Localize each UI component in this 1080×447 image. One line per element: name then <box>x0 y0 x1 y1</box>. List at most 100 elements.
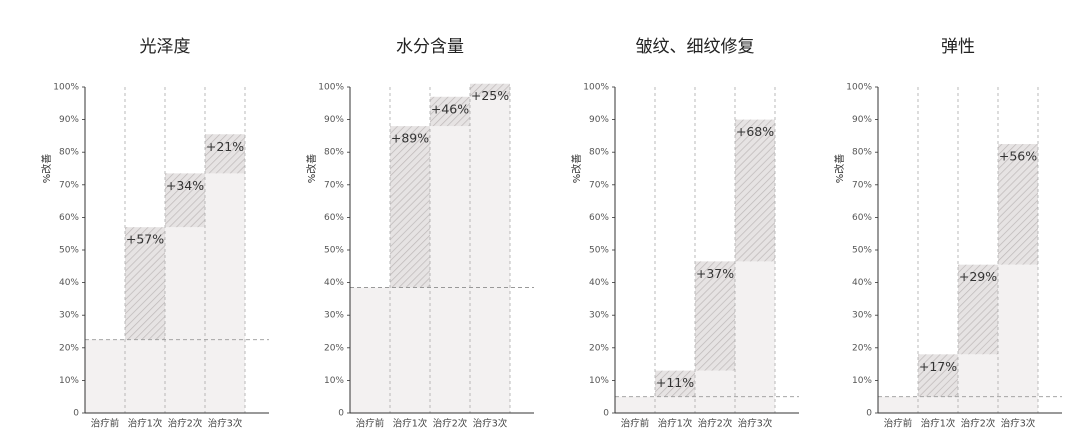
bar-base <box>878 396 918 413</box>
y-tick-label: 50% <box>324 246 344 256</box>
x-tick-label: 治疗2次 <box>433 418 468 430</box>
y-tick-label: 70% <box>59 180 79 190</box>
x-tick-label: 治疗2次 <box>168 418 203 430</box>
y-tick-label: 40% <box>589 278 609 288</box>
y-tick-label: 100% <box>846 83 872 93</box>
x-tick-label: 治疗3次 <box>738 418 773 430</box>
y-tick-label: 50% <box>589 246 609 256</box>
bar-gain <box>695 261 735 371</box>
gain-label: +46% <box>431 101 469 116</box>
y-tick-label: 20% <box>852 343 872 353</box>
x-tick-label: 治疗1次 <box>658 418 693 430</box>
bar-gain <box>125 227 165 340</box>
bar-gain <box>958 264 998 355</box>
bar-gain <box>430 96 470 127</box>
y-tick-label: 80% <box>852 148 872 158</box>
bar-base <box>390 287 430 413</box>
y-tick-label: 10% <box>59 376 79 386</box>
chart-title: 皱纹、细纹修复 <box>636 37 755 57</box>
x-tick-label: 治疗1次 <box>393 418 428 430</box>
y-axis-label: %改善 <box>305 154 318 184</box>
x-tick-label: 治疗3次 <box>208 418 243 430</box>
y-tick-label: 20% <box>589 343 609 353</box>
gain-label: +34% <box>166 178 204 193</box>
y-tick-label: 50% <box>59 246 79 256</box>
gain-label: +57% <box>126 232 164 247</box>
bar-base <box>85 339 125 413</box>
y-tick-label: 40% <box>59 278 79 288</box>
bar-base <box>695 370 735 413</box>
y-tick-label: 100% <box>53 83 79 93</box>
y-tick-label: 20% <box>59 343 79 353</box>
bar-gain <box>998 144 1038 265</box>
y-tick-label: 0 <box>603 409 609 419</box>
y-tick-label: 60% <box>852 213 872 223</box>
y-tick-label: 60% <box>589 213 609 223</box>
y-axis-label: %改善 <box>570 154 583 184</box>
bar-base <box>958 354 998 413</box>
x-tick-label: 治疗前 <box>621 418 650 430</box>
gain-label: +89% <box>391 131 429 146</box>
chart-title: 光泽度 <box>140 37 191 57</box>
chart-title: 弹性 <box>941 37 975 57</box>
bar-gain <box>390 126 430 288</box>
bar-gain <box>165 173 205 228</box>
x-tick-label: 治疗1次 <box>921 418 956 430</box>
y-tick-label: 100% <box>583 83 609 93</box>
bar-base <box>470 96 510 413</box>
gain-label: +37% <box>696 266 734 281</box>
y-tick-label: 10% <box>852 376 872 386</box>
y-tick-label: 70% <box>324 180 344 190</box>
y-tick-label: 0 <box>866 409 872 419</box>
y-tick-label: 60% <box>324 213 344 223</box>
bar-base <box>350 287 390 413</box>
y-tick-label: 0 <box>338 409 344 419</box>
y-tick-label: 90% <box>589 115 609 125</box>
chart-title: 水分含量 <box>396 37 464 57</box>
bar-gain <box>205 134 245 174</box>
y-tick-label: 90% <box>59 115 79 125</box>
bar-gain <box>735 119 775 262</box>
y-tick-label: 100% <box>318 83 344 93</box>
y-tick-label: 30% <box>852 311 872 321</box>
gain-label: +11% <box>656 375 694 390</box>
bar-base <box>998 264 1038 413</box>
bar-gain <box>470 83 510 97</box>
gain-label: +21% <box>206 139 244 154</box>
gain-label: +29% <box>959 269 997 284</box>
gain-label: +25% <box>471 88 509 103</box>
y-axis-label: %改善 <box>40 154 53 184</box>
y-tick-label: 50% <box>852 246 872 256</box>
y-tick-label: 80% <box>324 148 344 158</box>
bar-base <box>615 396 655 413</box>
bar-gain <box>918 354 958 397</box>
y-tick-label: 40% <box>852 278 872 288</box>
y-tick-label: 10% <box>589 376 609 386</box>
y-tick-label: 70% <box>589 180 609 190</box>
bar-base <box>735 261 775 413</box>
bar-base <box>165 227 205 413</box>
x-tick-label: 治疗3次 <box>473 418 508 430</box>
bar-base <box>918 396 958 413</box>
x-tick-label: 治疗1次 <box>128 418 163 430</box>
x-tick-label: 治疗前 <box>356 418 385 430</box>
y-tick-label: 20% <box>324 343 344 353</box>
y-tick-label: 30% <box>589 311 609 321</box>
y-tick-label: 0 <box>73 409 79 419</box>
x-tick-label: 治疗2次 <box>698 418 733 430</box>
bar-gain <box>655 370 695 397</box>
y-tick-label: 90% <box>852 115 872 125</box>
y-tick-label: 30% <box>59 311 79 321</box>
x-tick-label: 治疗前 <box>91 418 120 430</box>
bar-base <box>430 126 470 414</box>
y-axis-label: %改善 <box>833 154 846 184</box>
x-tick-label: 治疗3次 <box>1001 418 1036 430</box>
bar-base <box>205 173 245 413</box>
gain-label: +56% <box>999 149 1037 164</box>
y-tick-label: 80% <box>59 148 79 158</box>
y-tick-label: 30% <box>324 311 344 321</box>
gain-label: +68% <box>736 124 774 139</box>
y-tick-label: 10% <box>324 376 344 386</box>
x-tick-label: 治疗前 <box>884 418 913 430</box>
